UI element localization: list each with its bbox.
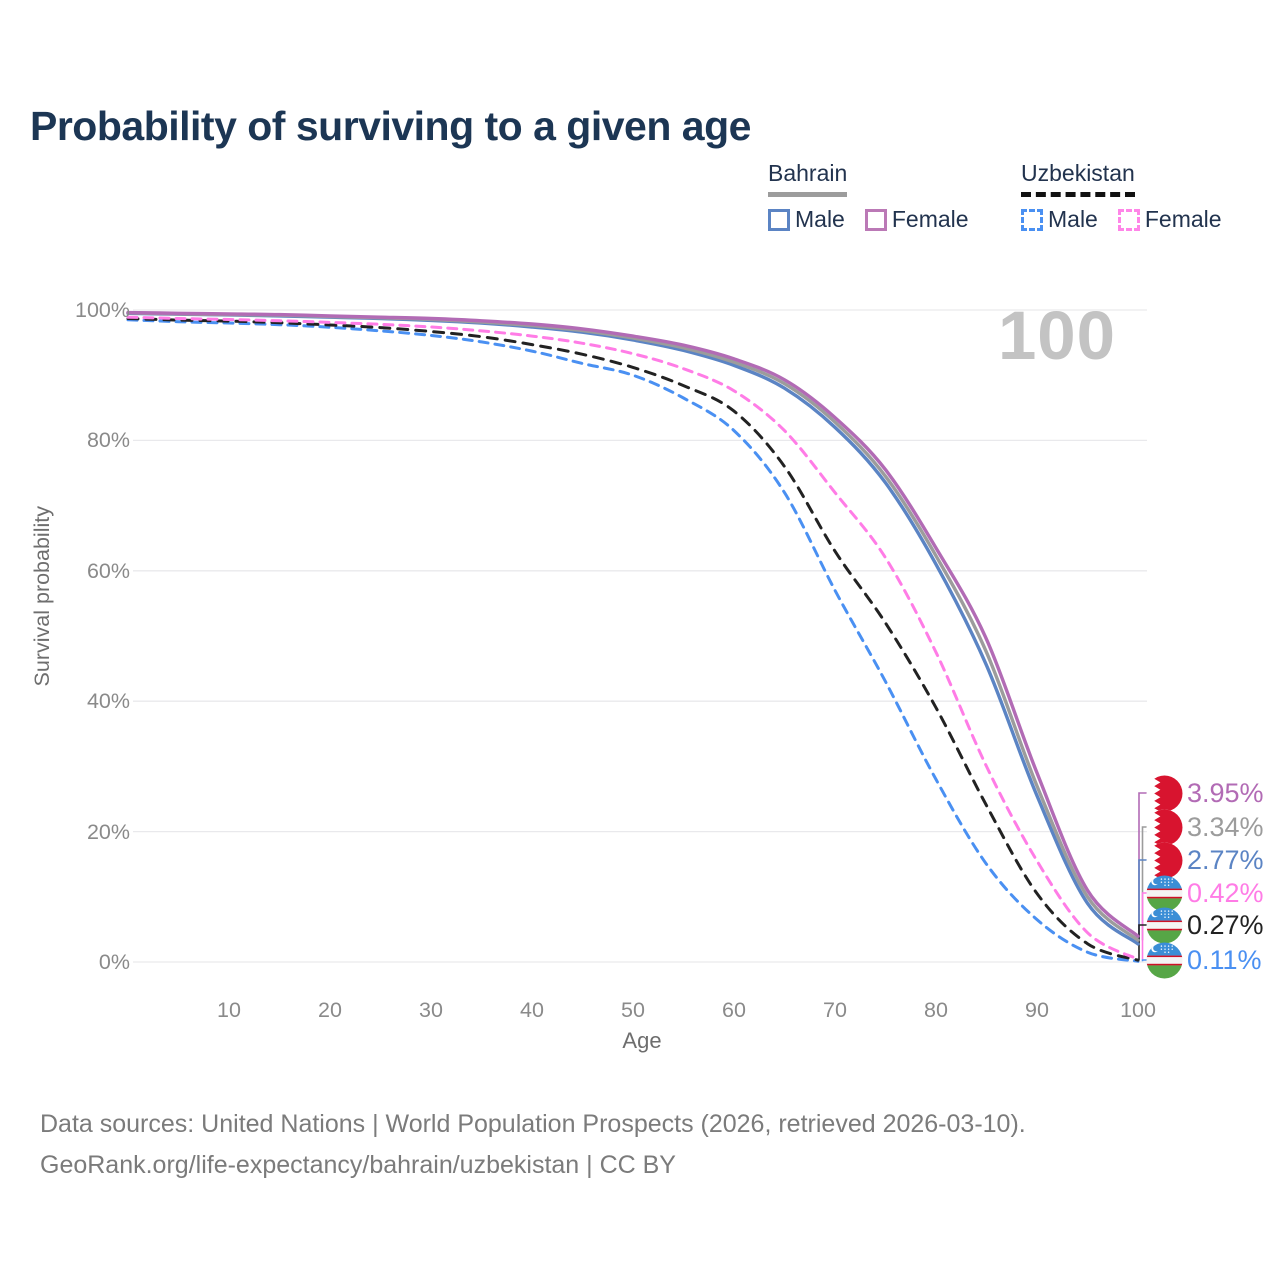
x-tick-label: 80 — [924, 998, 948, 1022]
end-label-value: 0.27% — [1187, 910, 1264, 940]
end-label-value: 0.11% — [1187, 945, 1262, 975]
bahrain-flag-icon — [1146, 775, 1183, 812]
y-tick-label: 60% — [86, 559, 130, 583]
x-tick-label: 40 — [520, 998, 544, 1022]
legend-label-uzbekistan-male[interactable]: Male — [1048, 206, 1098, 232]
uzbekistan-flag-icon — [1146, 907, 1183, 944]
legend-group-uzbekistan: Uzbekistan Male Female — [1021, 160, 1222, 233]
x-tick-label: 20 — [318, 998, 342, 1022]
legend-group-title-bahrain: Bahrain — [768, 160, 848, 197]
y-axis-title: Survival probability — [30, 506, 54, 687]
legend-group-bahrain: Bahrain Male Female — [768, 160, 969, 233]
x-axis-title: Age — [622, 1028, 662, 1053]
legend-label-bahrain-male[interactable]: Male — [795, 206, 845, 232]
x-tick-label: 10 — [217, 998, 241, 1022]
x-tick-label: 100 — [1120, 998, 1156, 1022]
legend-swatch-uzbekistan-female[interactable] — [1117, 208, 1140, 231]
footer: Data sources: United Nations | World Pop… — [40, 1104, 1026, 1185]
legend-label-bahrain-female[interactable]: Female — [891, 206, 969, 232]
x-tick-label: 60 — [722, 998, 746, 1022]
legend-swatch-bahrain-female[interactable] — [864, 208, 887, 231]
legend-label-uzbekistan-female[interactable]: Female — [1144, 206, 1222, 232]
bahrain-flag-icon — [1146, 842, 1183, 879]
y-tick-label: 80% — [86, 428, 130, 452]
x-tick-label: 70 — [823, 998, 847, 1022]
series-end-label: 0.27% — [1146, 907, 1264, 944]
legend-swatch-uzbekistan-male[interactable] — [1021, 208, 1043, 231]
page-title: Probability of surviving to a given age — [30, 103, 751, 150]
end-label-value: 3.95% — [1187, 778, 1264, 808]
y-tick-label: 40% — [86, 689, 130, 713]
end-label-value: 0.42% — [1187, 878, 1264, 908]
legend-swatch-bahrain-male[interactable] — [768, 208, 790, 231]
series-end-label: 2.77% — [1146, 842, 1264, 879]
series-end-label: 0.42% — [1146, 875, 1264, 912]
uzbekistan-flag-icon — [1146, 875, 1183, 912]
bahrain-flag-icon — [1146, 809, 1183, 846]
y-tick-label: 100% — [75, 298, 130, 322]
attribution-text: GeoRank.org/life-expectancy/bahrain/uzbe… — [40, 1150, 676, 1179]
x-tick-label: 30 — [419, 998, 443, 1022]
y-tick-label: 20% — [86, 820, 130, 844]
x-tick-label: 50 — [621, 998, 645, 1022]
data-sources-text: Data sources: United Nations | World Pop… — [40, 1110, 1026, 1138]
x-tick-label: 90 — [1025, 998, 1049, 1022]
y-tick-label: 0% — [98, 950, 130, 974]
legend-group-title-uzbekistan: Uzbekistan — [1021, 160, 1135, 197]
uzbekistan-flag-icon — [1146, 942, 1183, 979]
series-end-label: 3.34% — [1146, 809, 1264, 846]
series-end-label: 3.95% — [1146, 775, 1264, 812]
series-end-label: 0.11% — [1146, 942, 1262, 979]
end-label-value: 2.77% — [1187, 845, 1264, 875]
end-label-value: 3.34% — [1187, 812, 1264, 842]
